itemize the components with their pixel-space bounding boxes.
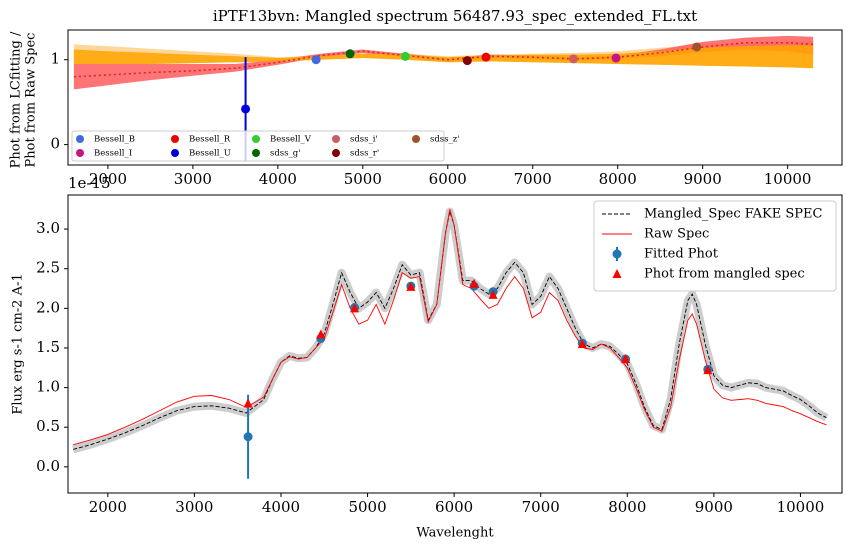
legend-marker bbox=[612, 269, 622, 278]
legend-label: sdss_z' bbox=[430, 135, 460, 145]
y-tick-label: 1.5 bbox=[36, 338, 60, 356]
legend-label: Bessell_B bbox=[94, 135, 135, 145]
x-tick-label: 10000 bbox=[777, 498, 825, 516]
x-tick-label: 3000 bbox=[174, 170, 212, 188]
point bbox=[488, 289, 498, 299]
y-tick-label: 2.0 bbox=[36, 298, 60, 316]
legend-marker bbox=[332, 135, 340, 143]
point bbox=[611, 53, 621, 63]
x-tick-label: 5000 bbox=[348, 498, 386, 516]
x-tick-label: 2000 bbox=[89, 170, 127, 188]
band bbox=[73, 45, 814, 69]
legend: Bessell_B Bessell_I Bessell_R Bessell_U Bess… bbox=[71, 130, 460, 162]
x-tick-label: 4000 bbox=[259, 170, 297, 188]
legend-label: Mangled_Spec FAKE SPEC bbox=[644, 207, 823, 222]
legend-frame bbox=[71, 130, 445, 162]
legend-label: Bessell_R bbox=[189, 135, 231, 145]
y-tick-label: 1.0 bbox=[36, 378, 60, 396]
legend-frame bbox=[593, 200, 837, 292]
x-tick-label: 3000 bbox=[175, 498, 213, 516]
legend-label: sdss_i' bbox=[350, 135, 378, 145]
legend-label: Raw Spec bbox=[644, 227, 709, 242]
x-tick-label: 8000 bbox=[599, 170, 637, 188]
x-tick-label: 8000 bbox=[608, 498, 646, 516]
chart-title: iPTF13bvn: Mangled spectrum 56487.93_spe… bbox=[213, 7, 697, 25]
y-axis-label: Flux erg s-1 cm-2 A-1 bbox=[11, 273, 26, 414]
point bbox=[400, 51, 410, 61]
legend-marker bbox=[612, 249, 622, 259]
point bbox=[311, 55, 321, 65]
band bbox=[73, 35, 814, 90]
x-tick-label: 2000 bbox=[89, 498, 127, 516]
x-tick-label: 9000 bbox=[695, 498, 733, 516]
y-tick-label: 0.0 bbox=[36, 457, 60, 475]
y-tick-label: 0 bbox=[50, 135, 60, 153]
legend-label: sdss_g' bbox=[270, 149, 301, 159]
plot-area bbox=[73, 35, 814, 161]
legend-marker bbox=[76, 135, 84, 143]
offset-text: 1e-15 bbox=[68, 174, 111, 192]
legend-marker bbox=[252, 135, 260, 143]
spectrum-line bbox=[73, 209, 827, 450]
legend-label: Bessell_V bbox=[270, 135, 312, 145]
x-tick-label: 7000 bbox=[522, 498, 560, 516]
point bbox=[350, 303, 360, 313]
axes-frame bbox=[67, 29, 843, 166]
axes-frame bbox=[67, 194, 843, 494]
point bbox=[345, 49, 355, 59]
legend-label: Fitted Phot bbox=[644, 247, 719, 262]
y-tick-label: 1 bbox=[50, 50, 60, 68]
point bbox=[316, 329, 326, 339]
legend-label: Bessell_I bbox=[94, 149, 132, 159]
legend-marker bbox=[332, 149, 340, 157]
plot-area bbox=[72, 207, 829, 479]
x-tick-label: 4000 bbox=[262, 498, 300, 516]
legend: Mangled_Spec FAKE SPEC Raw Spec Fitted Pho… bbox=[593, 200, 837, 292]
legend-marker bbox=[412, 135, 420, 143]
x-tick-label: 6000 bbox=[429, 170, 467, 188]
x-tick-label: 10000 bbox=[764, 170, 812, 188]
y-tick-label: 2.5 bbox=[36, 259, 60, 277]
x-tick-label: 6000 bbox=[435, 498, 473, 516]
x-tick-label: 5000 bbox=[344, 170, 382, 188]
legend-marker bbox=[76, 149, 84, 157]
point bbox=[692, 42, 702, 52]
point bbox=[243, 432, 253, 442]
point bbox=[577, 339, 587, 348]
legend-label: Bessell_U bbox=[189, 149, 231, 159]
legend-marker bbox=[171, 135, 179, 143]
x-axis-label: Wavelenght bbox=[416, 526, 494, 541]
x-tick-label: 9000 bbox=[684, 170, 722, 188]
spectrum-line bbox=[73, 209, 827, 446]
legend-marker bbox=[171, 149, 179, 157]
point bbox=[481, 52, 491, 62]
point bbox=[621, 354, 631, 364]
legend-label: sdss_r' bbox=[350, 149, 379, 159]
legend-label: Phot from mangled spec bbox=[644, 267, 805, 282]
y-axis-label: Phot from Raw Spec bbox=[24, 33, 39, 168]
y-tick-label: 3.0 bbox=[36, 219, 60, 237]
point bbox=[243, 398, 253, 408]
point bbox=[406, 281, 416, 291]
y-tick-label: 0.5 bbox=[36, 417, 60, 435]
point bbox=[469, 278, 479, 288]
point bbox=[569, 54, 579, 64]
x-tick-label: 7000 bbox=[514, 170, 552, 188]
y-axis-label: Phot from LCfitting / bbox=[9, 31, 24, 168]
ratio-line bbox=[73, 41, 814, 78]
legend-marker bbox=[252, 149, 260, 157]
point bbox=[241, 104, 251, 114]
point bbox=[703, 365, 713, 375]
point bbox=[462, 56, 472, 66]
